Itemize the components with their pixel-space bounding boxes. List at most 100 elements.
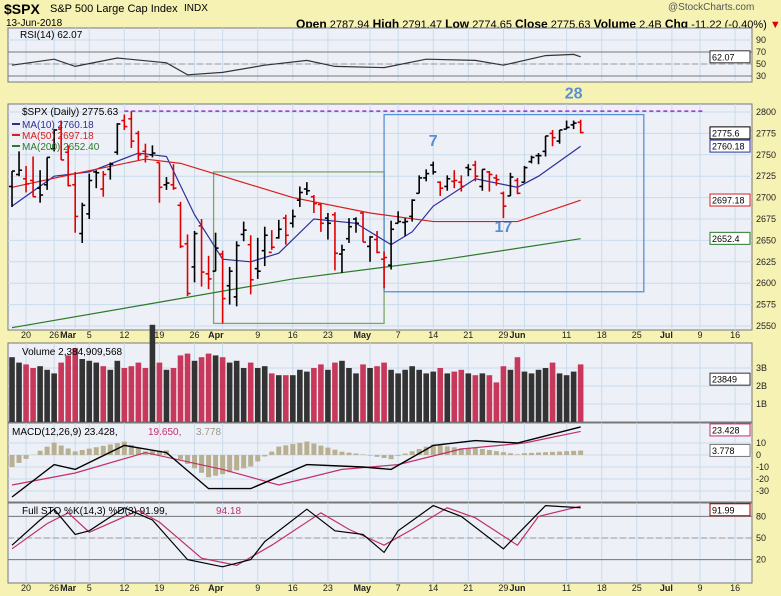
x-tick-label: 16 <box>288 330 298 340</box>
ma-value-tag <box>709 193 751 207</box>
volume-bar <box>318 364 324 422</box>
x-tick-label: 26 <box>190 583 200 593</box>
macd-histogram-bar <box>557 451 563 455</box>
volume-bar <box>37 366 43 422</box>
x-tick-label: Mar <box>60 330 77 340</box>
volume-bar <box>72 348 78 422</box>
volume-bar <box>79 359 86 422</box>
x-tick-label: May <box>354 583 372 593</box>
x-tick-label: 25 <box>632 330 642 340</box>
x-tick-label: 20 <box>21 583 31 593</box>
x-tick-label: 19 <box>154 583 164 593</box>
volume-bar <box>198 357 205 422</box>
panel-macd <box>7 422 753 503</box>
macd-histogram-bar <box>430 444 436 455</box>
volume-bar <box>268 373 275 422</box>
x-tick-label: Jun <box>509 583 525 593</box>
ma-line <box>11 238 581 329</box>
volume-bar <box>297 369 303 422</box>
x-tick-label: Jun <box>509 330 525 340</box>
macd-histogram-bar <box>79 450 85 455</box>
macd-tick-label: 0 <box>756 450 761 460</box>
x-tick-label: 23 <box>323 330 333 340</box>
volume-bar <box>191 360 198 422</box>
volume-bar <box>9 357 15 422</box>
volume-bar <box>128 366 135 422</box>
volume-bar <box>283 375 289 422</box>
price-tick-label: 2675 <box>756 214 776 224</box>
x-tick-label: 9 <box>255 330 260 340</box>
macd-histogram-bar <box>332 449 338 455</box>
macd-histogram-bar <box>283 445 289 455</box>
x-tick-label: 23 <box>323 583 333 593</box>
down-triangle-icon: ▼ <box>769 19 781 31</box>
volume-bar <box>100 366 107 422</box>
x-tick-label: 18 <box>597 583 607 593</box>
volume-bar <box>65 355 71 422</box>
macd-histogram-bar <box>578 450 584 455</box>
macd-histogram-bar <box>121 441 127 455</box>
ma-legend: MA(50) 2697.18 <box>22 131 94 142</box>
macd-histogram-bar <box>220 455 226 475</box>
macd-histogram-bar <box>234 455 240 471</box>
macd-histogram-bar <box>507 453 513 455</box>
macd-histogram-bar <box>304 441 310 455</box>
sto-k-line <box>11 504 581 568</box>
volume-bar <box>233 360 240 422</box>
volume-bar <box>367 368 373 422</box>
macd-tick-label: 10 <box>756 438 766 448</box>
volume-bar <box>86 360 93 422</box>
volume-bar <box>254 368 261 422</box>
sto-tick-label: 20 <box>756 555 766 565</box>
sto-tick-label: 50 <box>756 533 766 543</box>
volume-bar <box>430 371 437 422</box>
macd-histogram-bar <box>86 448 92 455</box>
volume-bar <box>374 366 380 422</box>
x-tick-label: 18 <box>597 330 607 340</box>
macd-histogram-bar <box>514 454 520 455</box>
macd-histogram-bar <box>44 446 50 455</box>
macd-histogram-bar <box>465 448 471 455</box>
price-legend: $SPX (Daily) 2775.63 <box>22 107 119 118</box>
volume-bar <box>114 360 121 422</box>
macd-histogram-bar <box>37 450 43 455</box>
x-tick-label: 26 <box>49 330 59 340</box>
macd-histogram-bar <box>416 449 422 455</box>
volume-bar <box>93 362 100 422</box>
volume-bar <box>121 368 128 422</box>
x-tick-label: 5 <box>87 583 92 593</box>
macd-hist-value-tag-text: 3.778 <box>712 446 735 456</box>
x-tick-label: 26 <box>190 330 200 340</box>
volume-value-tag-text: 23849 <box>712 375 737 385</box>
volume-bar <box>395 373 401 422</box>
volume-tick-label: 2B <box>756 381 767 391</box>
volume-bar <box>30 368 36 422</box>
macd-histogram-bar <box>23 455 29 459</box>
volume-bar <box>528 373 535 422</box>
volume-bar <box>465 373 472 422</box>
macd-histogram-bar <box>9 455 15 467</box>
volume-bar <box>535 369 542 422</box>
macd-histogram-bar <box>472 447 478 455</box>
volume-bar <box>275 375 282 422</box>
macd-histogram-bar <box>444 446 450 455</box>
panel-rsi <box>7 27 753 83</box>
volume-bar <box>135 362 142 422</box>
sto-d-line <box>11 505 581 566</box>
volume-bar <box>184 353 191 422</box>
volume-bar <box>170 368 177 422</box>
volume-bar <box>353 373 359 422</box>
panel-price <box>7 103 753 331</box>
ma-value-tag-text: 2697.18 <box>712 196 745 206</box>
macd-tick-label: -10 <box>756 462 769 472</box>
macd-histogram-bar <box>543 452 549 455</box>
volume-bar <box>458 369 465 422</box>
macd-histogram-bar <box>262 455 268 457</box>
rsi-tick-label: 30 <box>756 71 766 81</box>
macd-histogram-bar <box>269 451 275 455</box>
x-tick-label: Apr <box>208 583 224 593</box>
price-tick-label: 2625 <box>756 257 776 267</box>
volume-bar <box>514 357 521 422</box>
macd-tick-label: -30 <box>756 486 769 496</box>
symbol: $SPX <box>4 1 40 17</box>
